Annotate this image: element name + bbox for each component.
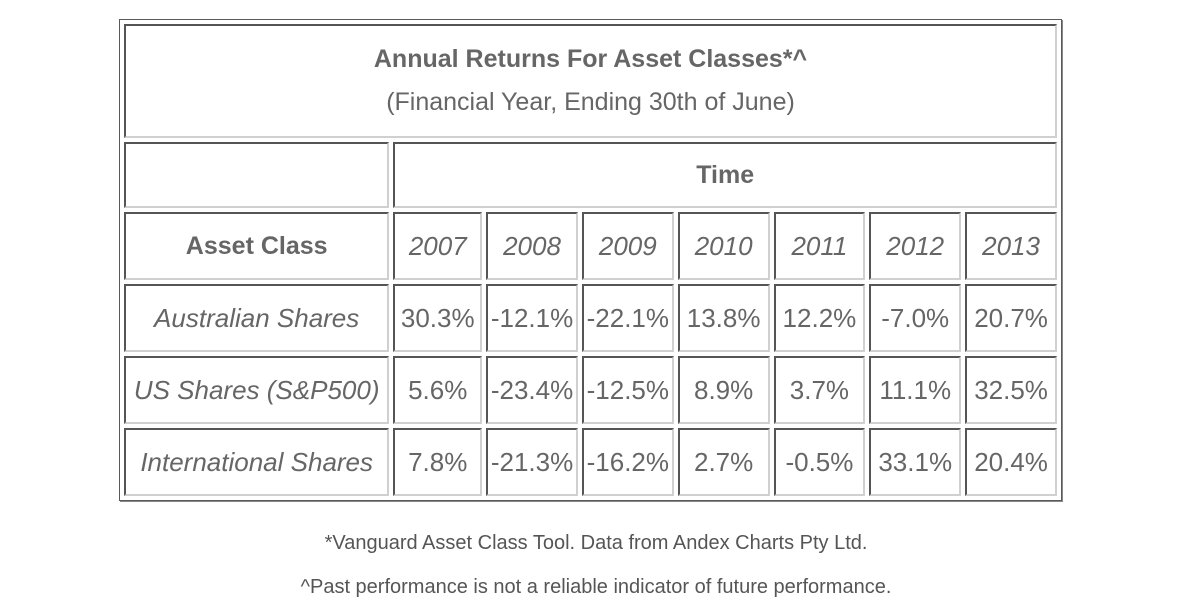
asset-class-header: Asset Class	[124, 212, 390, 280]
row-label: US Shares (S&P500)	[124, 356, 390, 424]
year-header: 2008	[486, 212, 578, 280]
return-value: 30.3%	[393, 284, 483, 352]
header-row: Asset Class 2007 2008 2009 2010 2011 201…	[124, 212, 1057, 280]
return-value: -16.2%	[581, 428, 674, 496]
table-row: Australian Shares 30.3% -12.1% -22.1% 13…	[124, 284, 1057, 352]
return-value: 20.7%	[965, 284, 1057, 352]
year-header: 2009	[581, 212, 674, 280]
table-title: Annual Returns For Asset Classes*^	[373, 45, 808, 73]
return-value: -21.3%	[486, 428, 578, 496]
return-value: 7.8%	[393, 428, 483, 496]
return-value: 5.6%	[393, 356, 483, 424]
table-row: US Shares (S&P500) 5.6% -23.4% -12.5% 8.…	[124, 356, 1057, 424]
disclaimer-footnote: ^Past performance is not a reliable indi…	[300, 576, 892, 598]
row-label: International Shares	[124, 428, 390, 496]
table-subtitle: (Financial Year, Ending 30th of June)	[386, 88, 795, 116]
return-value: -7.0%	[869, 284, 962, 352]
annual-returns-table: Annual Returns For Asset Classes*^ (Fina…	[119, 19, 1062, 501]
return-value: 20.4%	[965, 428, 1057, 496]
return-value: 33.1%	[869, 428, 962, 496]
time-header: Time	[393, 142, 1057, 208]
return-value: 11.1%	[869, 356, 962, 424]
returns-table-container: Annual Returns For Asset Classes*^ (Fina…	[119, 19, 1062, 501]
return-value: -12.5%	[581, 356, 674, 424]
return-value: 8.9%	[677, 356, 770, 424]
table-title-cell: Annual Returns For Asset Classes*^ (Fina…	[124, 24, 1057, 138]
return-value: -12.1%	[486, 284, 578, 352]
return-value: 2.7%	[677, 428, 770, 496]
return-value: 32.5%	[965, 356, 1057, 424]
year-header: 2012	[869, 212, 962, 280]
empty-corner-cell	[124, 142, 390, 208]
return-value: -0.5%	[773, 428, 866, 496]
year-header: 2011	[773, 212, 866, 280]
source-footnote: *Vanguard Asset Class Tool. Data from An…	[324, 532, 868, 554]
return-value: 12.2%	[773, 284, 866, 352]
return-value: 13.8%	[677, 284, 770, 352]
year-header: 2010	[677, 212, 770, 280]
table-row: International Shares 7.8% -21.3% -16.2% …	[124, 428, 1057, 496]
return-value: 3.7%	[773, 356, 866, 424]
year-header: 2007	[393, 212, 483, 280]
row-label: Australian Shares	[124, 284, 390, 352]
year-header: 2013	[965, 212, 1057, 280]
return-value: -22.1%	[581, 284, 674, 352]
return-value: -23.4%	[486, 356, 578, 424]
